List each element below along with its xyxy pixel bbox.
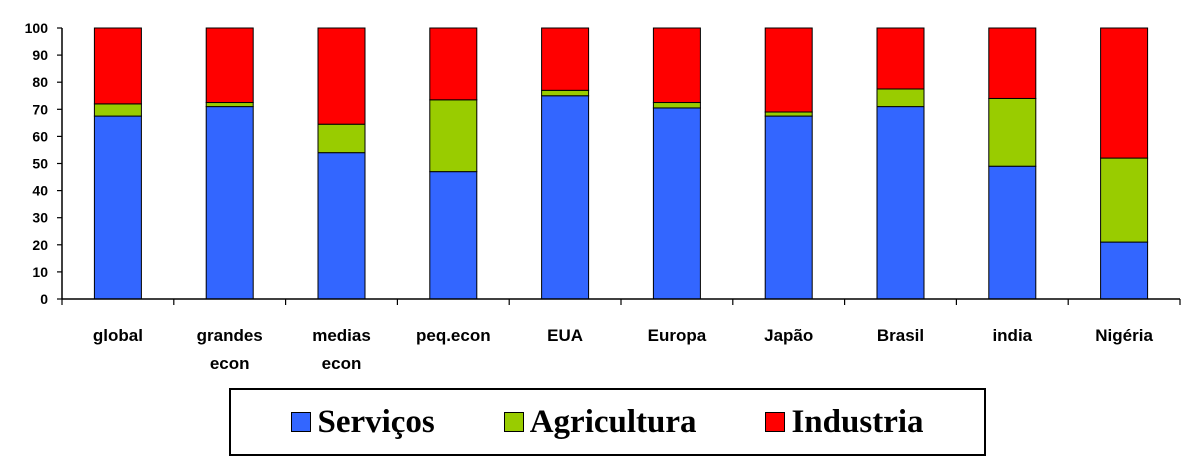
bar-segment-servicos (541, 95, 590, 300)
bar-segment-industria (317, 27, 366, 125)
y-tick-label: 20 (32, 237, 48, 253)
bar-segment-agricultura (876, 88, 925, 108)
x-tick-label: Europa (648, 326, 707, 345)
x-tick-label: Japão (764, 326, 813, 345)
bar-segment-industria (876, 27, 925, 90)
x-tick-label: medias (312, 326, 371, 345)
bar-segment-agricultura (652, 102, 701, 109)
x-tick-label: econ (322, 354, 362, 373)
x-tick-label: EUA (547, 326, 583, 345)
bar-segment-industria (93, 27, 142, 105)
bar-segment-industria (205, 27, 254, 104)
bar-segment-agricultura (541, 89, 590, 97)
legend-label-servicos: Serviços (317, 403, 435, 440)
y-tick-label: 10 (32, 264, 48, 280)
bar-segment-agricultura (429, 99, 478, 173)
bar-segment-servicos (876, 106, 925, 300)
legend-label-agricultura: Agricultura (529, 403, 697, 440)
y-tick-label: 50 (32, 156, 48, 172)
bar-segment-servicos (764, 115, 813, 300)
legend-item-servicos: Serviços (291, 403, 435, 441)
legend-swatch-servicos (291, 412, 312, 432)
bar-segment-agricultura (205, 102, 254, 108)
legend-label-industria: Industria (791, 403, 924, 440)
bar-segment-agricultura (1100, 157, 1149, 243)
y-tick-label: 60 (32, 128, 48, 144)
x-tick-label: Nigéria (1095, 326, 1153, 345)
x-tick-label: india (992, 326, 1032, 345)
bar-segment-servicos (988, 165, 1037, 300)
bar-segment-industria (988, 27, 1037, 99)
bar-segment-servicos (652, 107, 701, 300)
x-ticks-group: global grandes econ medias econ peq.econ EUA Eu… (61, 299, 1181, 373)
bar-segment-servicos (1100, 241, 1149, 300)
x-tick-label: peq.econ (416, 326, 491, 345)
legend-swatch-agricultura (503, 412, 524, 432)
legend-swatch-industria (765, 412, 786, 432)
bar-segment-industria (541, 27, 590, 91)
bar-segment-servicos (205, 106, 254, 300)
y-tick-label: 90 (32, 47, 48, 63)
y-tick-label: 30 (32, 210, 48, 226)
bar-segment-agricultura (988, 97, 1037, 167)
bar-segment-servicos (93, 115, 142, 300)
y-tick-label: 80 (32, 74, 48, 90)
x-tick-label: Brasil (877, 326, 924, 345)
bar-segment-industria (652, 27, 701, 104)
legend: Serviços Agricultura Industria (229, 388, 986, 456)
legend-item-industria: Industria (765, 403, 924, 441)
bar-segment-industria (429, 27, 478, 101)
bar-segment-agricultura (764, 111, 813, 117)
y-tick-label: 70 (32, 101, 48, 117)
bar-segment-servicos (429, 171, 478, 300)
x-tick-label: econ (210, 354, 250, 373)
bar-segment-servicos (317, 152, 366, 300)
y-tick-label: 0 (40, 291, 48, 307)
x-tick-label: grandes (197, 326, 263, 345)
bars-group (93, 27, 1149, 300)
y-tick-label: 40 (32, 183, 48, 199)
bar-segment-agricultura (317, 123, 366, 154)
bar-segment-agricultura (93, 103, 142, 117)
y-ticks-group: 0 10 20 30 40 50 60 70 80 90 100 (25, 20, 62, 307)
legend-item-agricultura: Agricultura (503, 403, 697, 441)
x-tick-label: global (93, 326, 143, 345)
bar-segment-industria (764, 27, 813, 113)
y-tick-label: 100 (25, 20, 49, 36)
bar-segment-industria (1100, 27, 1149, 159)
